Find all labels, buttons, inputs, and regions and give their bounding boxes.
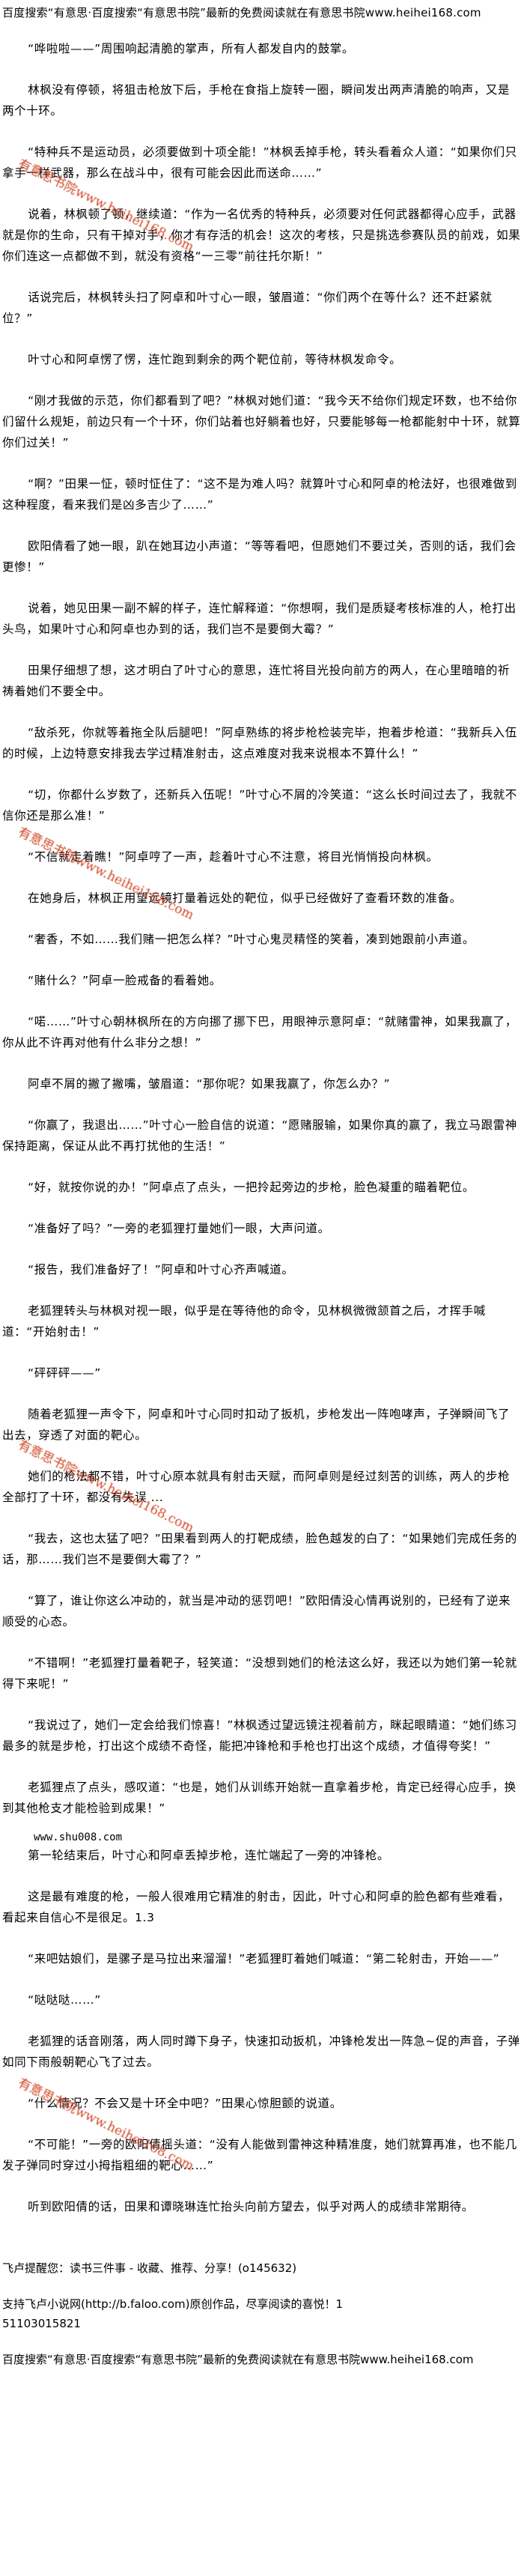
paragraph: 欧阳倩看了她一眼，趴在她耳边小声道：“等等看吧，但愿她们不要过关，否则的话，我们… (2, 539, 517, 574)
paragraph: “砰砰砰——” (28, 1366, 101, 1380)
paragraph: “刚才我做的示范，你们都看到了吧？”林枫对她们道：“我今天不给你们规定环数，也不… (2, 394, 521, 449)
paragraph: “我去，这也太猛了吧？”田果看到两人的打靶成绩，脸色越发的白了：“如果她们完成任… (2, 1532, 517, 1566)
paragraph: “准备好了吗？”一旁的老狐狸打量她们一眼，大声问道。 (28, 1222, 330, 1235)
chapter-body: “哗啦啦——”周围响起清脆的掌声，所有人都发自内的鼓掌。林枫没有停顿，将狙击枪放… (2, 38, 521, 1819)
paragraph: 这是最有难度的枪，一般人很难用它精准的射击，因此，叶寸心和阿卓的脸色都有些难看，… (2, 1890, 511, 1924)
paragraph: 她们的枪法都不错，叶寸心原本就具有射击天赋，而阿卓则是经过刻苦的训练，两人的步枪… (2, 1470, 511, 1504)
paragraph: “啊？”田果一怔，顿时怔住了：“这不是为难人吗？就算叶寸心和阿卓的枪法好，也很难… (2, 477, 517, 512)
paragraph: 第一轮结束后，叶寸心和阿卓丢掉步枪，连忙端起了一旁的冲锋枪。 (28, 1849, 390, 1862)
paragraph: “来吧姑娘们，是骡子是马拉出来溜溜！”老狐狸盯着她们喊道：“第二轮射击，开始——… (28, 1952, 500, 1966)
paragraph: 随着老狐狸一声令下，阿卓和叶寸心同时扣动了扳机，步枪发出一阵咆哮声，子弹瞬间飞了… (2, 1407, 511, 1442)
paragraph: 在她身后，林枫正用望远镜打量着远处的靶位，似乎已经做好了查看环数的准备。 (28, 891, 462, 905)
paragraph: 说着，林枫顿了顿，继续道：“作为一名优秀的特种兵，必须要对任何武器都得心应手，武… (2, 207, 521, 263)
paragraph: “算了，谁让你这么冲动的，就当是冲动的惩罚吧！”欧阳倩没心情再说别的，已经有了逆… (2, 1594, 511, 1628)
source-watermark-line: www.shu008.com (34, 1831, 123, 1843)
paragraph: “不信就走着瞧！”阿卓哼了一声，趁着叶寸心不注意，将目光悄悄投向林枫。 (28, 850, 439, 864)
paragraph: 叶寸心和阿卓愣了愣，连忙跑到剩余的两个靶位前，等待林枫发命令。 (28, 353, 402, 366)
paragraph: “好，就按你说的办！”阿卓点了点头，一把拎起旁边的步枪，脸色凝重的瞄着靶位。 (28, 1181, 475, 1194)
footer-number: 51103015821 (2, 2317, 81, 2330)
paragraph: 阿卓不屑的撇了撇嘴，皱眉道：“那你呢？如果我赢了，你怎么办？” (28, 1077, 391, 1091)
footer-site-banner: 百度搜索“有意思·百度搜索“有意思书院”最新的免费阅读就在有意思书院www.he… (2, 2353, 474, 2366)
paragraph: 老狐狸点了点头，感叹道：“也是，她们从训练开始就一直拿着步枪，肯定已经得心应手，… (2, 1781, 517, 1815)
footer-reminder: 飞卢提醒您：读书三件事 - 收藏、推荐、分享！(o145632) (2, 2261, 297, 2275)
document: 百度搜索“有意思·百度搜索“有意思书院”最新的免费阅读就在有意思书院www.he… (2, 6, 521, 2366)
paragraph: “敌杀死，你就等着拖全队后腿吧！”阿卓熟练的将步枪检装完毕，抱着步枪道：“我新兵… (2, 726, 517, 760)
paragraph: “我说过了，她们一定会给我们惊喜！”林枫透过望远镜注视着前方，眯起眼睛道：“她们… (2, 1718, 517, 1753)
paragraph: 听到欧阳倩的话，田果和谭晓琳连忙抬头向前方望去，似乎对两人的成绩非常期待。 (28, 2200, 474, 2213)
footer-support-link[interactable]: 支持飞卢小说网(http://b.faloo.com)原创作品，尽享阅读的喜悦！… (2, 2297, 344, 2311)
paragraph: “你赢了，我退出……”叶寸心一脸自信的说道：“愿赌服输，如果你真的赢了，我立马跟… (2, 1118, 517, 1153)
paragraph: “特种兵不是运动员，必须要做到十项全能！”林枫丢掉手枪，转头看着众人道：“如果你… (2, 145, 517, 180)
paragraph: “切，你都什么岁数了，还新兵入伍呢！”叶寸心不屑的冷笑道：“这么长时间过去了，我… (2, 788, 517, 822)
paragraph: 话说完后，林枫转头扫了阿卓和叶寸心一眼，皱眉道：“你们两个在等什么？还不赶紧就位… (2, 291, 493, 325)
paragraph: “哗啦啦——”周围响起清脆的掌声，所有人都发自内的鼓掌。 (28, 42, 354, 55)
paragraph: “赌什么？”阿卓一脸戒备的看着她。 (28, 974, 222, 987)
paragraph: 田果仔细想了想，这才明白了叶寸心的意思，连忙将目光投向前方的两人，在心里暗暗的祈… (2, 664, 511, 698)
paragraph: 林枫没有停顿，将狙击枪放下后，手枪在食指上旋转一圈，瞬间发出两声清脆的响声，又是… (2, 83, 511, 118)
chapter-body-continued: 第一轮结束后，叶寸心和阿卓丢掉步枪，连忙端起了一旁的冲锋枪。这是最有难度的枪，一… (2, 1845, 521, 2217)
paragraph: “不可能！”一旁的欧阳倩摇头道：“没有人能做到雷神这种精准度，她们就算再准，也不… (2, 2138, 517, 2172)
paragraph: 说着，她见田果一副不解的样子，连忙解释道：“你想啊，我们是质疑考核标准的人，枪打… (2, 601, 517, 636)
paragraph: “奢香，不如……我们赌一把怎么样？”叶寸心鬼灵精怪的笑着，凑到她跟前小声道。 (28, 933, 475, 946)
paragraph: “不错啊！”老狐狸打量着靶子，轻笑道：“没想到她们的枪法这么好，我还以为她们第一… (2, 1656, 517, 1691)
paragraph: “报告，我们准备好了！”阿卓和叶寸心齐声喊道。 (28, 1263, 294, 1276)
paragraph: “哒哒哒……” (28, 1993, 101, 2007)
paragraph: “喏……”叶寸心朝林枫所在的方向挪了挪下巴，用眼神示意阿卓：“就赌雷神，如果我赢… (2, 1015, 517, 1049)
site-header-banner: 百度搜索“有意思·百度搜索“有意思书院”最新的免费阅读就在有意思书院www.he… (2, 6, 481, 19)
paragraph: “什么情况？不会又是十环全中吧？”田果心惊胆颤的说道。 (28, 2097, 342, 2110)
paragraph: 老狐狸转头与林枫对视一眼，似乎是在等待他的命令，见林枫微微颔首之后，才挥手喊道：… (2, 1304, 486, 1339)
paragraph: 老狐狸的话音刚落，两人同时蹲下身子，快速扣动扳机，冲锋枪发出一阵急~促的声音，子… (2, 2034, 520, 2069)
